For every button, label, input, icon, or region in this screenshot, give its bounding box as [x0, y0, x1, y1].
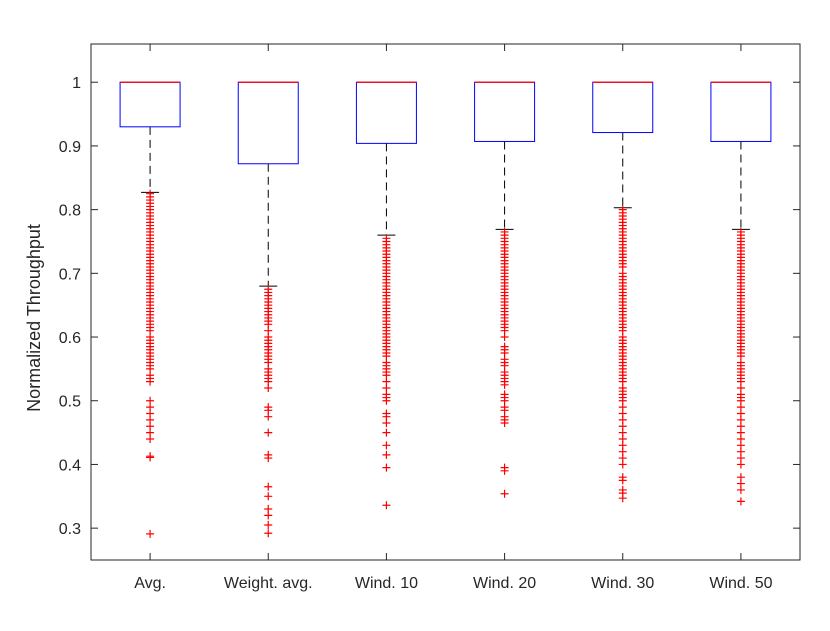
outlier-point: [264, 492, 273, 501]
box-iqr: [710, 81, 772, 142]
outlier-point: [382, 501, 391, 510]
y-tick-label: 0.9: [59, 139, 81, 156]
outlier-point: [736, 485, 745, 494]
box-iqr: [474, 81, 536, 142]
outlier-point: [264, 428, 273, 437]
box-group: [119, 81, 181, 538]
outlier-point: [382, 441, 391, 450]
box-group: [592, 81, 654, 503]
outlier-point: [500, 466, 509, 475]
outlier-point: [500, 489, 509, 498]
box-group: [355, 81, 417, 510]
outlier-point: [264, 529, 273, 538]
y-tick-label: 0.5: [59, 394, 81, 411]
box-group: [474, 81, 536, 498]
x-tick-label: Wind. 30: [591, 575, 654, 592]
outlier-point: [382, 419, 391, 428]
x-tick-label: Wind. 20: [473, 575, 536, 592]
x-tick-label: Weight. avg.: [224, 575, 313, 592]
boxes-layer: [119, 81, 772, 538]
outlier-point: [264, 482, 273, 491]
outlier-point: [736, 497, 745, 506]
x-axis-tick-labels: Avg. Weight. avg. Wind. 10 Wind. 20 Wind. 30…: [134, 44, 773, 592]
outlier-point: [382, 463, 391, 472]
outlier-point: [146, 529, 155, 538]
outlier-point: [500, 380, 509, 389]
outlier-point: [146, 377, 155, 386]
outlier-point: [264, 384, 273, 392]
outlier-point: [264, 454, 273, 463]
box-group: [237, 81, 299, 538]
y-tick-label: 1: [72, 75, 81, 92]
plot-frame: [90, 43, 801, 561]
outlier-point: [264, 511, 273, 520]
box-iqr: [237, 81, 299, 165]
outlier-point: [500, 333, 509, 342]
x-tick-label: Wind. 50: [709, 575, 772, 592]
box-iqr: [119, 81, 181, 128]
y-tick-label: 0.8: [59, 203, 81, 220]
plot-area-border: [90, 43, 801, 561]
y-axis-label: Normalized Throughput: [24, 224, 44, 412]
box-iqr: [592, 81, 654, 134]
outlier-point: [382, 396, 391, 405]
outlier-point: [500, 419, 509, 428]
outlier-point: [146, 453, 155, 462]
x-tick-label: Avg.: [134, 575, 166, 592]
outlier-point: [146, 434, 155, 443]
y-tick-label: 0.7: [59, 266, 81, 283]
box-group: [710, 81, 772, 506]
outlier-point: [264, 412, 273, 421]
outlier-point: [736, 460, 745, 469]
y-tick-label: 0.4: [59, 457, 81, 474]
outlier-point: [618, 460, 627, 469]
y-tick-label: 0.3: [59, 521, 81, 538]
outlier-point: [264, 520, 273, 529]
box-iqr: [355, 81, 417, 144]
x-tick-label: Wind. 10: [355, 575, 418, 592]
outlier-point: [618, 494, 627, 503]
y-tick-label: 0.6: [59, 330, 81, 347]
y-axis-ticks: 0.3 0.4 0.5 0.6 0.7 0.8 0.9 1: [59, 75, 800, 538]
outlier-point: [382, 450, 391, 459]
outlier-point: [618, 476, 627, 485]
outlier-point: [382, 428, 391, 437]
